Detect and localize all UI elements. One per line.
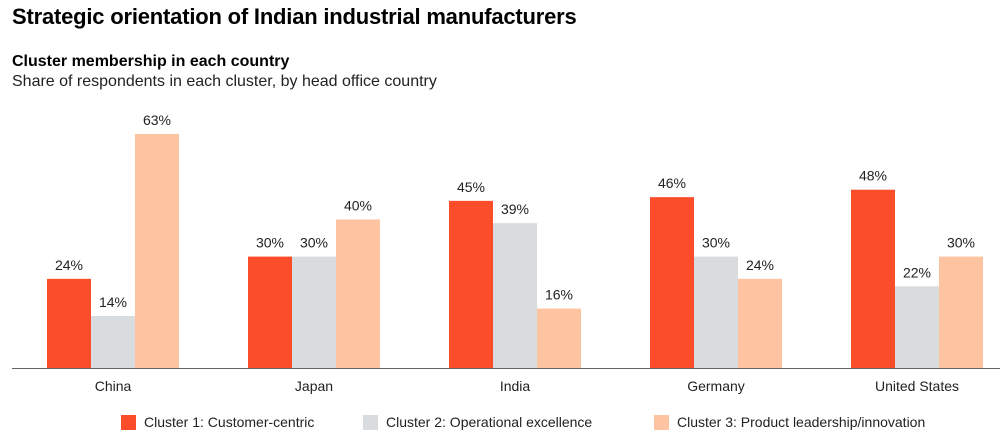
chart-title: Strategic orientation of Indian industri… — [12, 4, 577, 29]
bar-cluster-2 — [292, 256, 336, 368]
bar-cluster-3 — [135, 134, 179, 368]
bar-cluster-1 — [650, 197, 694, 368]
legend-item-cluster-2: Cluster 2: Operational excellence — [363, 414, 592, 430]
data-label-cluster-3: 24% — [746, 257, 774, 273]
x-tick-label: India — [500, 378, 531, 394]
chart-subtitle: Cluster membership in each country — [12, 53, 290, 70]
data-label-cluster-2: 14% — [99, 294, 127, 310]
bar-cluster-2 — [694, 256, 738, 368]
bar-cluster-1 — [851, 189, 895, 368]
legend-swatch-cluster-3 — [654, 414, 669, 430]
legend-item-cluster-1: Cluster 1: Customer-centric — [121, 414, 314, 430]
bar-cluster-1 — [47, 278, 91, 368]
legend-swatch-cluster-1 — [121, 414, 136, 430]
data-label-cluster-2: 30% — [300, 235, 328, 251]
bar-cluster-1 — [248, 256, 292, 368]
bar-cluster-3 — [537, 308, 581, 368]
data-label-cluster-1: 45% — [457, 179, 485, 195]
data-label-cluster-2: 30% — [702, 235, 730, 251]
data-label-cluster-2: 39% — [501, 201, 529, 217]
legend-label-cluster-1: Cluster 1: Customer-centric — [144, 414, 315, 430]
legend-swatch-cluster-2 — [363, 414, 378, 430]
bar-cluster-1 — [449, 200, 493, 368]
chart-description: Share of respondents in each cluster, by… — [12, 73, 437, 90]
x-tick-label: China — [95, 378, 132, 394]
x-tick-label: Germany — [687, 378, 745, 394]
legend-label-cluster-3: Cluster 3: Product leadership/innovation — [677, 414, 926, 430]
bar-cluster-2 — [493, 223, 537, 368]
data-label-cluster-1: 24% — [55, 257, 83, 273]
data-label-cluster-1: 48% — [859, 168, 887, 184]
legend-item-cluster-3: Cluster 3: Product leadership/innovation — [654, 414, 925, 430]
legend-label-cluster-2: Cluster 2: Operational excellence — [386, 414, 593, 430]
data-label-cluster-3: 30% — [947, 235, 975, 251]
bar-cluster-3 — [939, 256, 983, 368]
data-label-cluster-3: 40% — [344, 197, 372, 213]
bar-cluster-2 — [895, 286, 939, 368]
data-label-cluster-1: 30% — [256, 235, 284, 251]
x-tick-label: United States — [875, 378, 959, 394]
bar-cluster-3 — [336, 219, 380, 368]
data-label-cluster-3: 63% — [143, 112, 171, 128]
bar-cluster-2 — [91, 316, 135, 368]
bar-cluster-3 — [738, 278, 782, 368]
data-label-cluster-1: 46% — [658, 175, 686, 191]
data-label-cluster-3: 16% — [545, 287, 573, 303]
data-label-cluster-2: 22% — [903, 264, 931, 280]
x-tick-label: Japan — [295, 378, 333, 394]
